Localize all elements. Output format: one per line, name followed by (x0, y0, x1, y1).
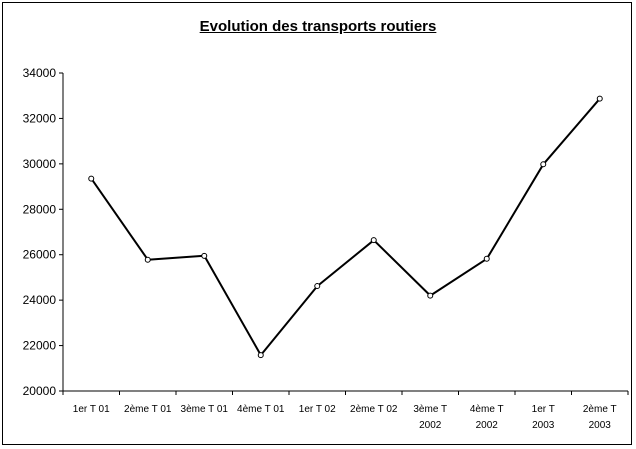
x-tick-label: 3ème T 01 (181, 404, 229, 415)
y-tick-label: 24000 (23, 293, 57, 307)
x-tick-label: 2ème T 01 (124, 404, 172, 415)
y-tick-label: 28000 (23, 202, 57, 216)
data-point (370, 237, 377, 244)
data-point (314, 283, 321, 290)
y-tick-label: 26000 (23, 248, 57, 262)
x-tick-label-line: 1er T 02 (299, 404, 336, 415)
y-tick-label: 30000 (23, 157, 57, 171)
x-axis-ticks: 1er T 01 2ème T 01 3ème T 01 4ème T 01 1er T… (62, 391, 629, 431)
x-tick-label-line: 2ème T 01 (124, 404, 172, 415)
x-tick-label-line: 3ème T (413, 404, 447, 415)
x-tick-label-line: 2ème T 02 (350, 404, 398, 415)
data-point (88, 175, 95, 182)
chart-title: Evolution des transports routiers (199, 18, 437, 35)
data-point (427, 292, 434, 299)
y-tick-label: 34000 (23, 66, 57, 80)
x-tick-label: 4ème T 01 (237, 404, 285, 415)
x-tick-label-line: 4ème T 01 (237, 404, 285, 415)
data-point (144, 256, 151, 263)
x-tick-label-line: 2002 (419, 420, 442, 431)
x-tick-label: 4ème T 2002 (470, 404, 504, 431)
y-tick-label: 22000 (23, 339, 57, 353)
x-tick-label: 2ème T 2003 (583, 404, 617, 431)
x-tick-label-line: 2003 (589, 420, 612, 431)
data-point (257, 352, 264, 359)
y-tick-label: 32000 (23, 111, 57, 125)
x-tick-label-line: 1er T (532, 404, 555, 415)
y-tick-label: 20000 (23, 384, 57, 398)
data-point (201, 252, 208, 259)
x-tick-label: 2ème T 02 (350, 404, 398, 415)
data-point (596, 95, 603, 102)
x-tick-label-line: 3ème T 01 (181, 404, 229, 415)
x-tick-label: 3ème T 2002 (413, 404, 447, 431)
series-line (90, 98, 601, 357)
x-tick-label-line: 2002 (476, 420, 499, 431)
chart-frame (2, 2, 632, 445)
x-tick-label: 1er T 01 (73, 404, 110, 415)
x-tick-label-line: 4ème T (470, 404, 504, 415)
x-tick-label-line: 2ème T (583, 404, 617, 415)
axes (62, 73, 628, 392)
series-group (88, 95, 603, 359)
data-point (483, 255, 490, 262)
x-tick-label: 1er T 02 (299, 404, 336, 415)
data-point (540, 161, 547, 168)
x-tick-label-line: 2003 (532, 420, 555, 431)
x-tick-label-line: 1er T 01 (73, 404, 110, 415)
x-tick-label: 1er T 2003 (532, 404, 555, 431)
y-axis-ticks: 20000 22000 24000 26000 28000 30000 32000 34000 (23, 66, 63, 398)
